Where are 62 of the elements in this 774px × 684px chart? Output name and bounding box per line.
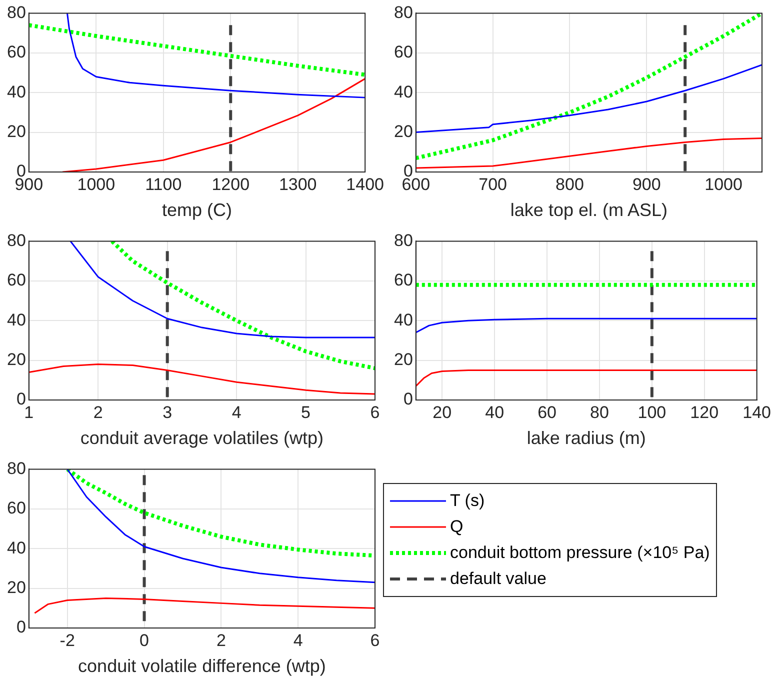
y-tick-label: 0: [403, 390, 413, 409]
line-series: [416, 13, 762, 160]
y-tick-label: 80: [6, 458, 26, 478]
y-tick-label: 80: [6, 2, 26, 22]
y-tick-label: 0: [16, 618, 26, 637]
x-tick-label: 2: [216, 630, 226, 650]
y-tick-label: 40: [6, 538, 26, 558]
y-tick-label: 80: [394, 2, 413, 22]
y-tick-label: 40: [6, 82, 26, 102]
x-tick-label: 100: [638, 402, 666, 422]
y-tick-label: 60: [6, 42, 26, 62]
y-tick-label: 80: [394, 230, 413, 250]
x-tick-label: 0: [140, 630, 150, 650]
x-tick-label: 5: [301, 402, 311, 422]
legend-label: conduit bottom pressure (×10⁵ Pa): [450, 543, 710, 563]
x-tick-label: 3: [162, 402, 172, 422]
x-tick-label: 1000: [77, 174, 116, 194]
x-tick-label: 1200: [212, 174, 250, 194]
x-tick-label: 1300: [278, 174, 317, 194]
y-tick-label: 80: [6, 230, 26, 250]
x-tick-label: 140: [742, 402, 772, 422]
y-tick-label: 60: [394, 42, 413, 62]
x-tick-label: 60: [538, 402, 556, 422]
x-axis-title: temp (C): [162, 200, 232, 220]
x-axis-title: lake top el. (m ASL): [510, 200, 668, 220]
x-tick-label: 700: [478, 174, 508, 194]
y-tick-label: 20: [394, 350, 413, 369]
x-tick-label: 4: [232, 402, 242, 422]
line-series: [110, 241, 375, 370]
x-tick-label: 1400: [346, 174, 384, 194]
x-tick-label: 1: [24, 402, 34, 422]
y-tick-label: 20: [6, 122, 26, 141]
x-axis-title: lake radius (m): [526, 428, 646, 448]
x-tick-label: 6: [370, 402, 380, 422]
line-series: [28, 23, 366, 77]
x-tick-label: 120: [690, 402, 719, 422]
x-axis-title: conduit average volatiles (wtp): [80, 428, 324, 448]
legend-label: default value: [450, 569, 546, 589]
y-tick-label: 60: [394, 270, 413, 290]
x-tick-label: 1100: [145, 174, 182, 194]
x-tick-label: 1000: [704, 174, 742, 194]
y-tick-label: 60: [6, 498, 26, 518]
y-tick-label: 20: [394, 122, 413, 141]
legend-label: T (s): [450, 491, 485, 511]
x-tick-label: 800: [556, 174, 584, 194]
x-tick-label: 40: [485, 402, 504, 422]
y-tick-label: 20: [6, 578, 26, 597]
x-tick-label: -2: [60, 630, 75, 650]
y-tick-label: 40: [394, 82, 413, 102]
legend-label: Q: [450, 517, 464, 537]
x-tick-label: 2: [93, 402, 103, 422]
x-tick-label: 80: [590, 402, 609, 422]
x-tick-label: 4: [293, 630, 303, 650]
y-tick-label: 0: [16, 390, 26, 409]
y-tick-label: 40: [6, 310, 26, 330]
x-tick-label: 6: [370, 630, 380, 650]
x-tick-label: 20: [432, 402, 452, 422]
y-tick-label: 60: [6, 270, 26, 290]
x-tick-label: 900: [632, 174, 661, 194]
y-tick-label: 40: [394, 310, 413, 330]
x-axis-title: conduit volatile difference (wtp): [78, 656, 326, 676]
y-tick-label: 20: [6, 350, 26, 369]
